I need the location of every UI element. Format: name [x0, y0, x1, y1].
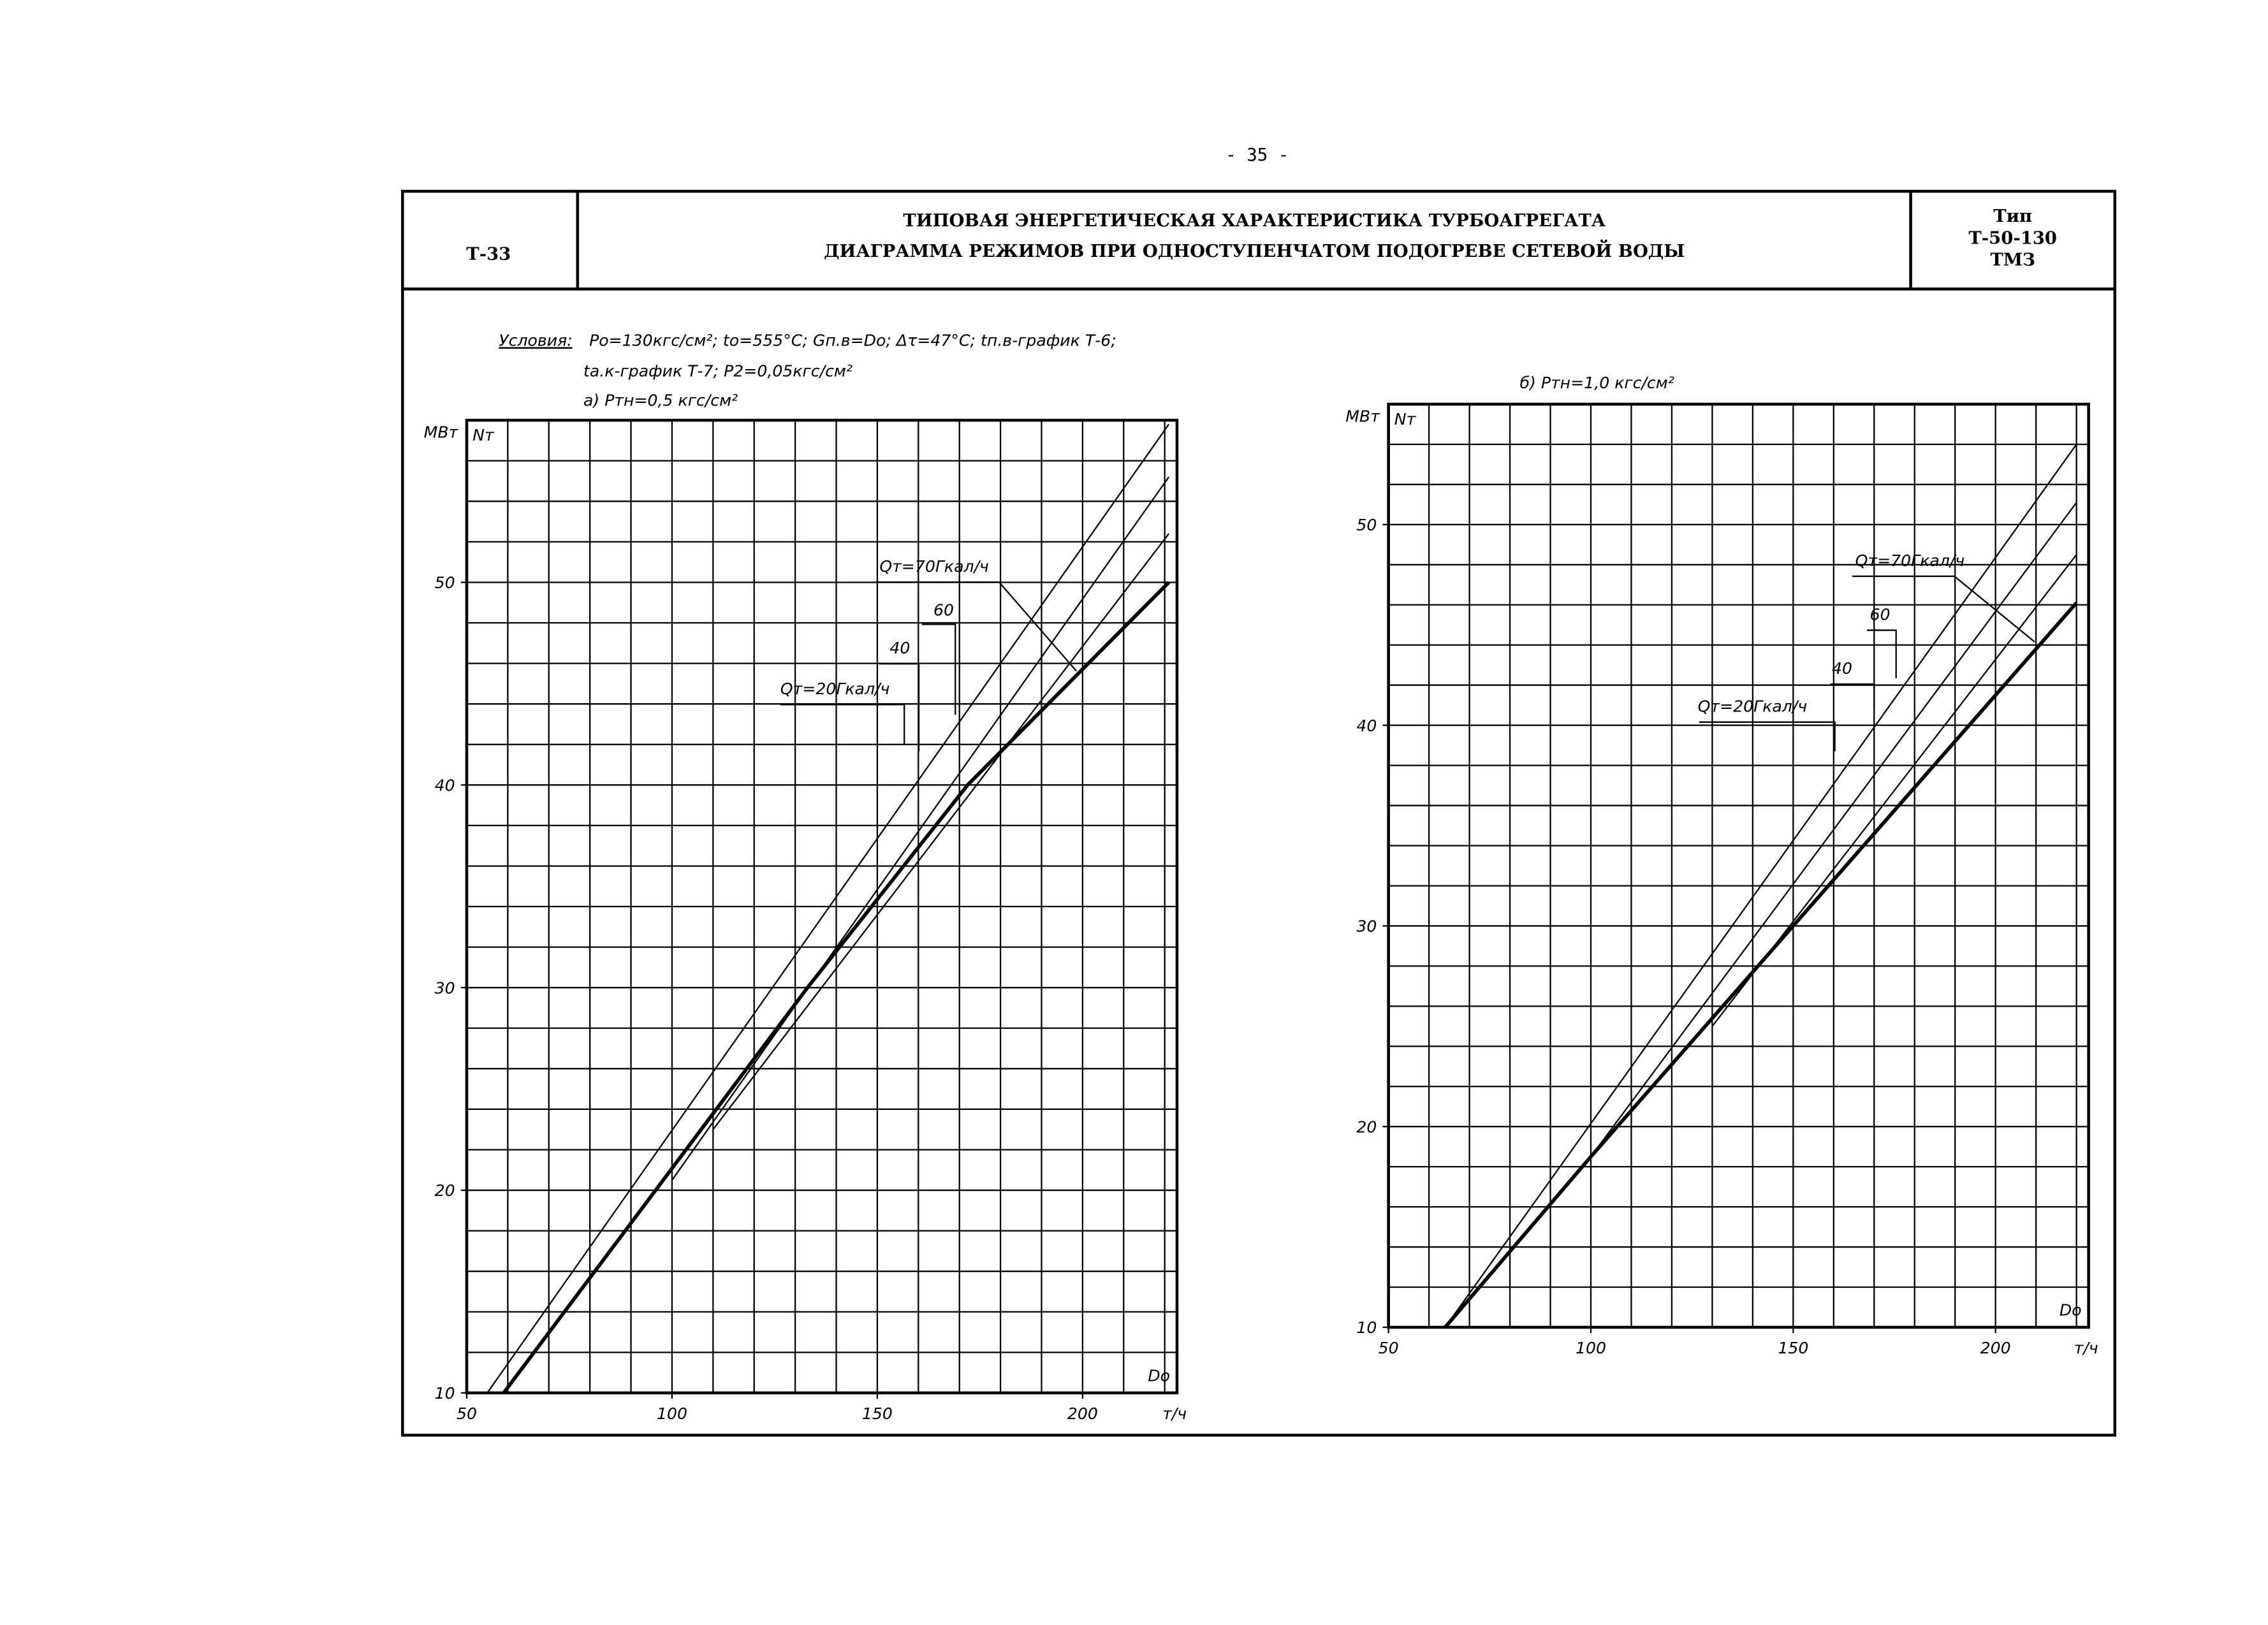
- series-line: [1444, 444, 2077, 1328]
- plot-frame: [1387, 402, 2090, 1329]
- type: Тип: [1993, 206, 2032, 226]
- series-line: [487, 423, 1170, 1394]
- series-line: [671, 476, 1170, 1181]
- type: ТМЗ: [1990, 250, 2035, 270]
- y-tick-label: 10: [435, 1384, 455, 1403]
- conditions-label: Условия:: [499, 332, 572, 350]
- y-tick-label: 40: [1356, 717, 1377, 735]
- subtitle: а) Pтн=0,5 кгс/см²: [583, 391, 738, 409]
- x-tick-label: 100: [1576, 1339, 1606, 1357]
- series-line: [712, 533, 1170, 1130]
- y-tick-label: 40: [435, 776, 455, 794]
- x-tick-label: 150: [1778, 1339, 1808, 1357]
- y-tick-label: 50: [435, 574, 455, 592]
- x-tick-label: 200: [1067, 1404, 1098, 1423]
- leader-line: [1699, 721, 1836, 752]
- conditions: Pо=130кгс/см²; tо=555°С; Gп.в=Dо; Δτ=47°…: [589, 332, 1116, 350]
- code: Т-33: [466, 244, 511, 265]
- type: Т-50-130: [1968, 228, 2057, 248]
- leader-line: [921, 623, 956, 715]
- y-label: Nт: [1394, 410, 1417, 428]
- y-tick-label: 30: [1356, 917, 1377, 936]
- x-unit: т/ч: [1162, 1404, 1187, 1423]
- x-tick-label: 150: [862, 1404, 893, 1423]
- page-number: - 35 -: [1225, 145, 1289, 165]
- subtitle: б) Pтн=1,0 кгс/см²: [1520, 374, 1674, 392]
- y-tick-label: 20: [1356, 1118, 1377, 1136]
- series-label: Qт=70Гкал/ч: [1855, 551, 1965, 570]
- leader-line: [1830, 683, 1875, 708]
- x-label: Dо: [1148, 1367, 1170, 1385]
- series-line: [1444, 601, 2078, 1329]
- leader-line: [1866, 629, 1897, 679]
- title: ДИАГРАММА РЕЖИМОВ ПРИ ОДНОСТУПЕНЧАТОМ ПО…: [824, 239, 1685, 261]
- leader-line: [780, 704, 905, 744]
- leader-line: [879, 663, 920, 752]
- y-tick-label: 30: [435, 979, 455, 997]
- y-unit: МВт: [424, 423, 459, 442]
- y-tick-label: 10: [1356, 1318, 1377, 1337]
- series-label: 60: [1870, 606, 1891, 624]
- series-label: Qт=20Гкал/ч: [1698, 697, 1808, 716]
- x-label: Dо: [2059, 1301, 2082, 1320]
- conditions: tа.к-график Т-7; P2=0,05кгс/см²: [583, 362, 852, 381]
- leader-line: [1852, 575, 2035, 643]
- series-label: 40: [1832, 659, 1852, 678]
- y-tick-label: 20: [435, 1181, 455, 1200]
- series-label: 60: [933, 601, 954, 620]
- series-label: 40: [889, 639, 910, 657]
- leader-line: [875, 581, 1078, 672]
- x-tick-label: 200: [1980, 1339, 2011, 1357]
- x-unit: т/ч: [2074, 1339, 2098, 1357]
- title: ТИПОВАЯ ЭНЕРГЕТИЧЕСКАЯ ХАРАКТЕРИСТИКА ТУ…: [903, 210, 1606, 231]
- y-tick-label: 50: [1356, 516, 1377, 534]
- plot-frame: [465, 418, 1179, 1395]
- series-line: [502, 581, 1171, 1394]
- series-label: Qт=20Гкал/ч: [780, 680, 890, 698]
- frame: [401, 189, 2117, 1437]
- series-line: [1590, 502, 2077, 1158]
- series-label: Qт=70Гкал/ч: [879, 557, 989, 576]
- x-tick-label: 50: [1379, 1339, 1399, 1357]
- x-tick-label: 50: [457, 1404, 477, 1423]
- x-tick-label: 100: [657, 1404, 687, 1423]
- y-label: Nт: [472, 426, 495, 444]
- y-unit: МВт: [1345, 407, 1380, 425]
